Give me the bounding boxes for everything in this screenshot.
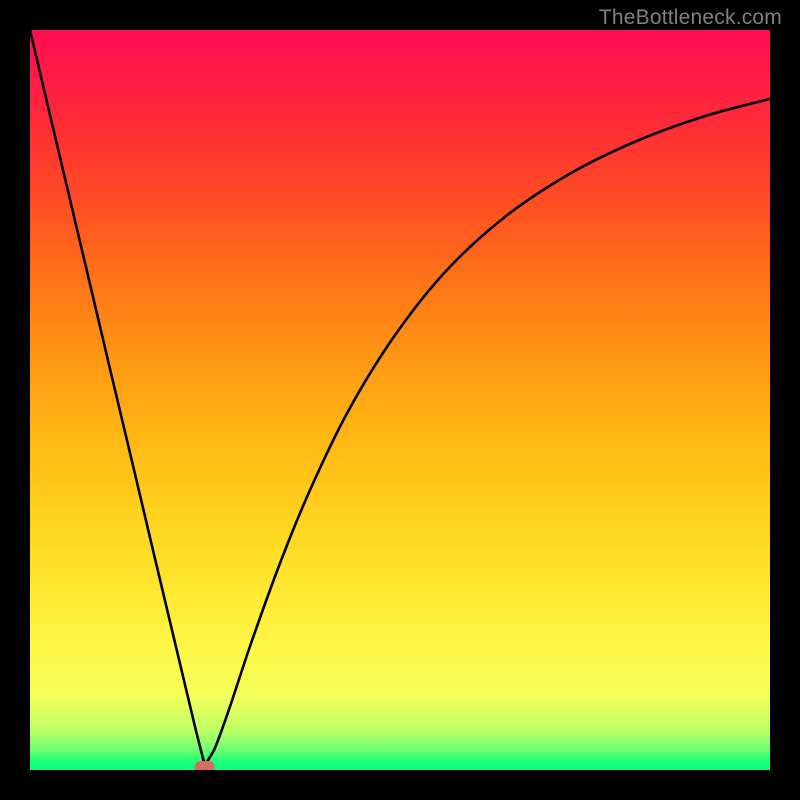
plot-area — [30, 30, 770, 770]
chart-svg — [30, 30, 770, 770]
curve-left-branch — [30, 30, 205, 765]
curve-right-branch — [205, 99, 770, 765]
minimum-marker — [195, 761, 215, 770]
watermark-text: TheBottleneck.com — [599, 6, 782, 30]
